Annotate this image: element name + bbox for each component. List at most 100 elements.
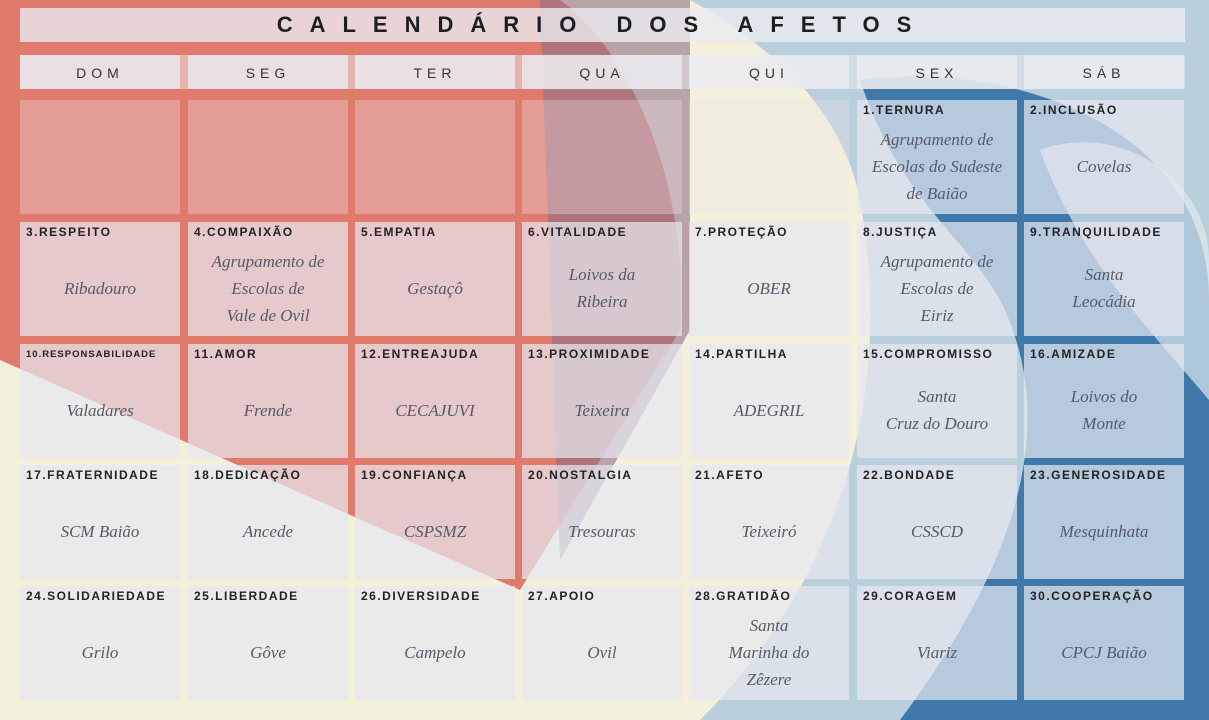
weekday: QUI [689, 55, 849, 89]
day-name: Agrupamento de Escolas de Vale de Ovil [188, 244, 348, 332]
day-name: Agrupamento de Escolas do Sudeste de Baião [857, 122, 1017, 210]
name-line: Ovil [587, 642, 617, 662]
empty-cell [20, 100, 180, 214]
name-line: Santa [1084, 265, 1124, 284]
day-label: 25.LIBERDADE [194, 589, 299, 603]
day-name: Loivos do Monte [1024, 366, 1184, 454]
weekday: SÁB [1024, 55, 1184, 89]
name-line: Gestaçô [407, 278, 463, 298]
day-name: CECAJUVI [355, 366, 515, 454]
empty-cell [355, 100, 515, 214]
empty-cell [689, 100, 849, 214]
day-name: Ancede [188, 487, 348, 575]
day-cell: 24.SOLIDARIEDADE Grilo [20, 586, 180, 700]
name-line: Leocádia [1072, 292, 1136, 311]
day-label: 28.GRATIDÃO [695, 589, 792, 603]
name-line: Marinha do [728, 642, 810, 662]
day-label: 2.INCLUSÃO [1030, 103, 1118, 117]
day-name: Viariz [857, 608, 1017, 696]
day-label: 19.CONFIANÇA [361, 468, 468, 482]
name-line: Monte [1082, 414, 1126, 433]
day-cell: 14.PARTILHA ADEGRIL [689, 344, 849, 458]
day-name: Loivos da Ribeira [522, 244, 682, 332]
day-name: Frende [188, 366, 348, 454]
day-name: Ovil [522, 608, 682, 696]
name-line: Loivos do [1070, 387, 1138, 406]
name-line: Loivos da [568, 265, 636, 284]
day-cell: 1.TERNURA Agrupamento de Escolas do Sudest… [857, 100, 1017, 214]
day-label: 26.DIVERSIDADE [361, 589, 481, 603]
day-label: 1.TERNURA [863, 103, 946, 117]
day-label: 11.AMOR [194, 347, 258, 361]
name-line: Agrupamento de [211, 251, 325, 271]
day-name: OBER [689, 244, 849, 332]
day-name: CSPSMZ [355, 487, 515, 575]
day-name: Gestaçô [355, 244, 515, 332]
day-name: Ribadouro [20, 244, 180, 332]
day-label: 10.RESPONSABILIDADE [26, 349, 157, 360]
name-line: Eiriz [920, 305, 954, 325]
name-line: Escolas do Sudeste [871, 156, 1003, 176]
day-cell: 8.JUSTIÇA Agrupamento de Escolas de Eiriz [857, 222, 1017, 336]
title: CALENDÁRIO DOS AFETOS [20, 8, 1185, 42]
name-line: de Baião [906, 183, 968, 203]
day-name: Santa Marinha do Zêzere [689, 608, 849, 696]
day-name: ADEGRIL [689, 366, 849, 454]
weekday: QUA [522, 55, 682, 89]
weekday: SEX [857, 55, 1017, 89]
day-name: Grilo [20, 608, 180, 696]
day-label: 18.DEDICAÇÃO [194, 468, 302, 482]
name-line: Tresouras [568, 521, 636, 541]
day-cell: 17.FRATERNIDADE SCM Baião [20, 465, 180, 579]
name-line: Covelas [1076, 156, 1132, 176]
day-label: 17.FRATERNIDADE [26, 468, 159, 482]
day-cell: 10.RESPONSABILIDADE Valadares [20, 344, 180, 458]
day-name: Santa Cruz do Douro [857, 366, 1017, 454]
name-line: Mesquinhata [1059, 521, 1149, 541]
name-line: CSPSMZ [403, 521, 467, 541]
empty-cell [522, 100, 682, 214]
day-label: 8.JUSTIÇA [863, 225, 938, 239]
name-line: CECAJUVI [395, 400, 475, 420]
day-cell: 3.RESPEITO Ribadouro [20, 222, 180, 336]
name-line: Santa [917, 387, 957, 406]
name-line: Ancede [242, 521, 294, 541]
day-name: Mesquinhata [1024, 487, 1184, 575]
name-line: Zêzere [746, 669, 792, 689]
day-label: 24.SOLIDARIEDADE [26, 589, 167, 603]
day-label: 3.RESPEITO [26, 225, 112, 239]
name-line: Campelo [404, 642, 466, 662]
day-cell: 18.DEDICAÇÃO Ancede [188, 465, 348, 579]
name-line: CSSCD [911, 521, 963, 541]
day-cell: 23.GENEROSIDADE Mesquinhata [1024, 465, 1184, 579]
day-label: 4.COMPAIXÃO [194, 225, 294, 239]
day-label: 13.PROXIMIDADE [528, 347, 651, 361]
day-cell: 20.NOSTALGIA Tresouras [522, 465, 682, 579]
weekday: TER [355, 55, 515, 89]
day-cell: 6.VITALIDADE Loivos da Ribeira [522, 222, 682, 336]
day-name: SCM Baião [20, 487, 180, 575]
day-cell: 4.COMPAIXÃO Agrupamento de Escolas de Vale … [188, 222, 348, 336]
day-cell: 5.EMPATIA Gestaçô [355, 222, 515, 336]
day-cell: 21.AFETO Teixeiró [689, 465, 849, 579]
name-line: Viariz [916, 642, 958, 662]
day-label: 23.GENEROSIDADE [1030, 468, 1167, 482]
day-cell: 9.TRANQUILIDADE Santa Leocádia [1024, 222, 1184, 336]
day-label: 6.VITALIDADE [528, 225, 628, 239]
name-line: SCM Baião [60, 521, 140, 541]
weekday: DOM [20, 55, 180, 89]
name-line: CPCJ Baião [1061, 642, 1147, 662]
day-cell: 27.APOIO Ovil [522, 586, 682, 700]
name-line: Cruz do Douro [885, 414, 989, 433]
day-name: Teixeira [522, 366, 682, 454]
day-label: 14.PARTILHA [695, 347, 788, 361]
day-name: Santa Leocádia [1024, 244, 1184, 332]
day-cell: 19.CONFIANÇA CSPSMZ [355, 465, 515, 579]
day-name: Campelo [355, 608, 515, 696]
day-cell: 29.CORAGEM Viariz [857, 586, 1017, 700]
day-cell: 15.COMPROMISSO Santa Cruz do Douro [857, 344, 1017, 458]
day-cell: 16.AMIZADE Loivos do Monte [1024, 344, 1184, 458]
weekday: SEG [188, 55, 348, 89]
name-line: Escolas de [231, 278, 305, 298]
day-name: CSSCD [857, 487, 1017, 575]
